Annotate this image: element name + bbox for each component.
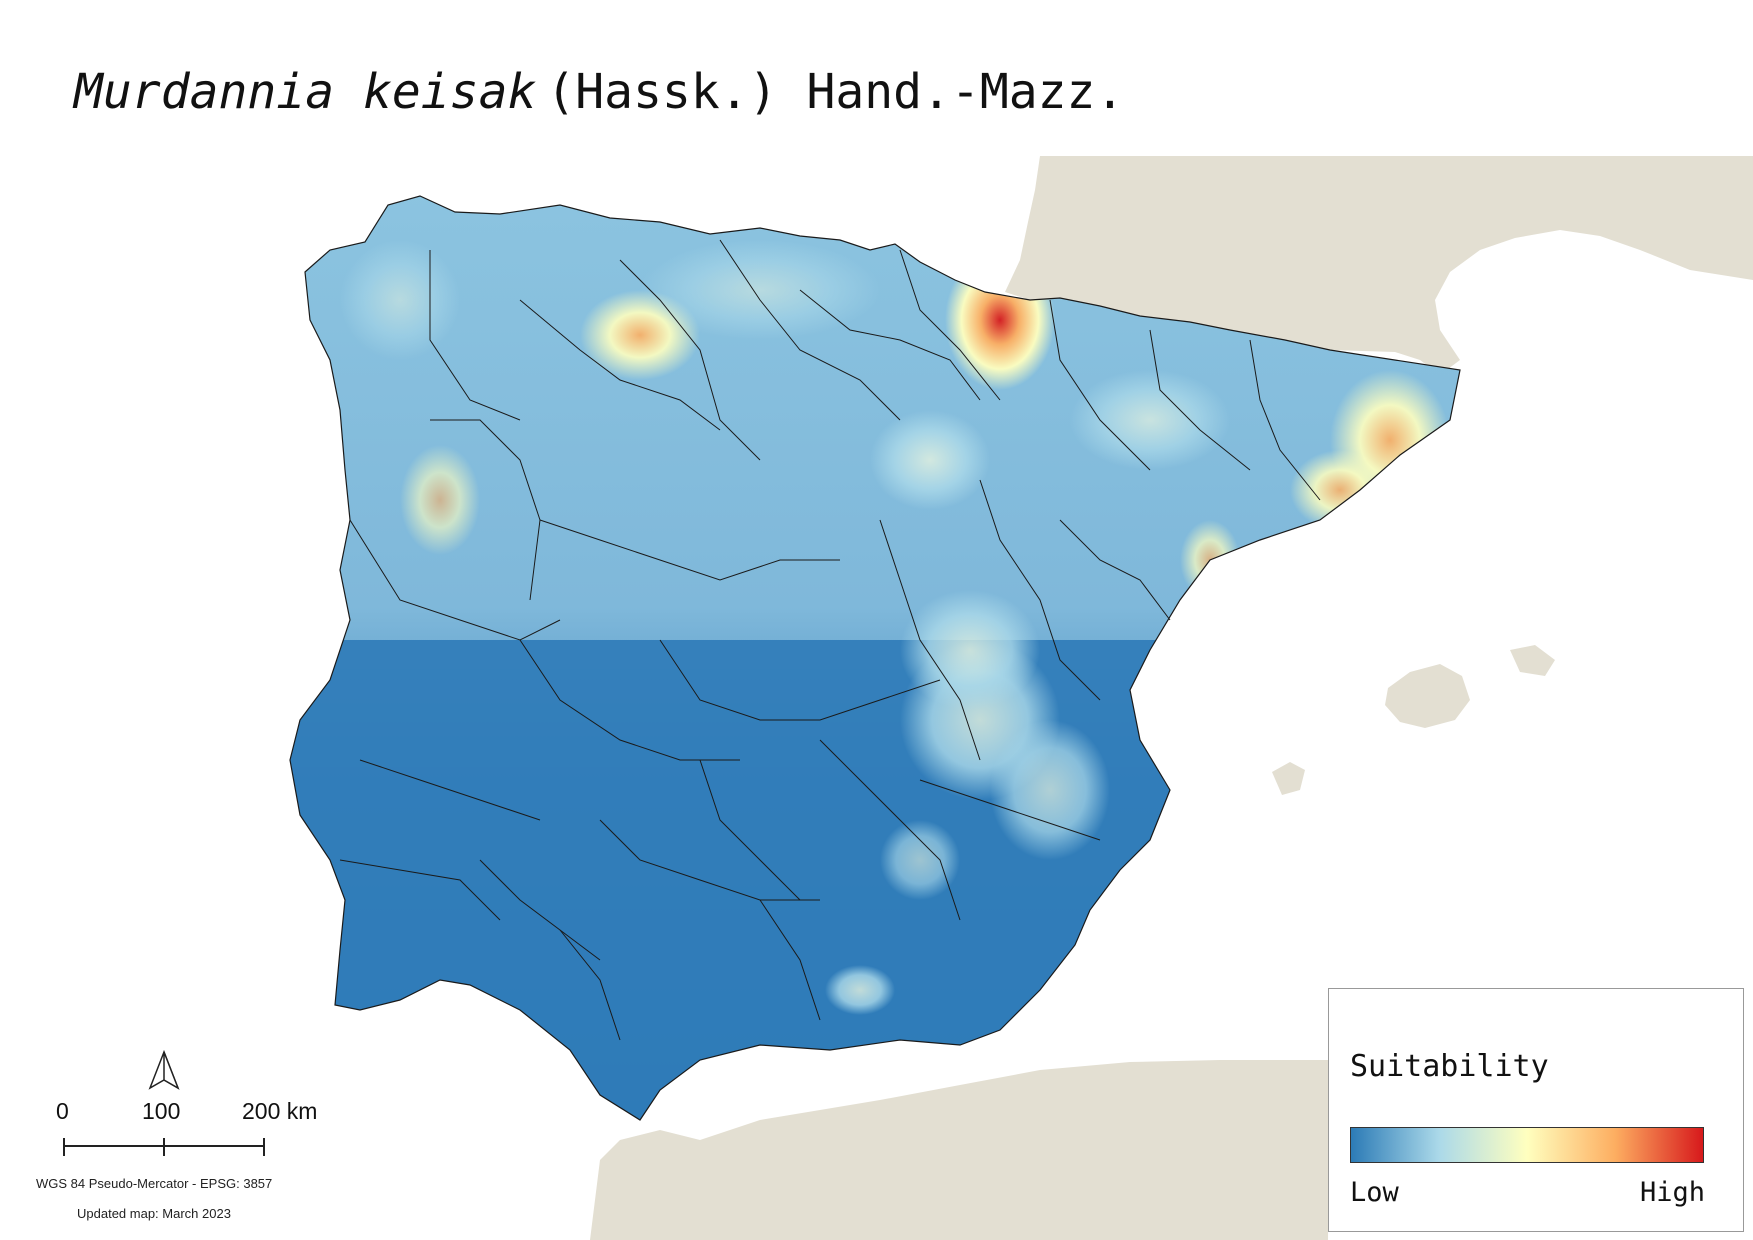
map-title: Murdannia keisak (Hassk.) Hand.-Mazz. bbox=[74, 64, 1124, 120]
species-name: Murdannia keisak bbox=[74, 64, 537, 120]
iberia-coastline bbox=[289, 195, 1461, 1121]
scale-bar bbox=[63, 1138, 265, 1156]
scale-label-0: 0 bbox=[56, 1098, 69, 1124]
legend-color-ramp bbox=[1350, 1127, 1704, 1163]
legend-high-label: High bbox=[1639, 1177, 1705, 1208]
scale-label-200: 200 km bbox=[242, 1098, 318, 1124]
legend-title: Suitability bbox=[1350, 1049, 1549, 1084]
legend-low-label: Low bbox=[1350, 1177, 1399, 1208]
legend: Suitability Low High bbox=[1328, 988, 1744, 1232]
species-author: (Hassk.) Hand.-Mazz. bbox=[546, 64, 1125, 120]
mallorca-island bbox=[1385, 664, 1470, 728]
updated-label: Updated map: March 2023 bbox=[77, 1206, 231, 1221]
background-land bbox=[590, 156, 1753, 1240]
france-landmass bbox=[1005, 156, 1753, 375]
ibiza-island bbox=[1272, 762, 1305, 795]
crs-label: WGS 84 Pseudo-Mercator - EPSG: 3857 bbox=[36, 1176, 273, 1191]
menorca-island bbox=[1510, 645, 1555, 676]
province-boundaries bbox=[339, 239, 1321, 1041]
north-arrow-icon bbox=[148, 1049, 180, 1090]
scale-label-100: 100 bbox=[142, 1098, 181, 1124]
africa-landmass bbox=[590, 1060, 1330, 1240]
